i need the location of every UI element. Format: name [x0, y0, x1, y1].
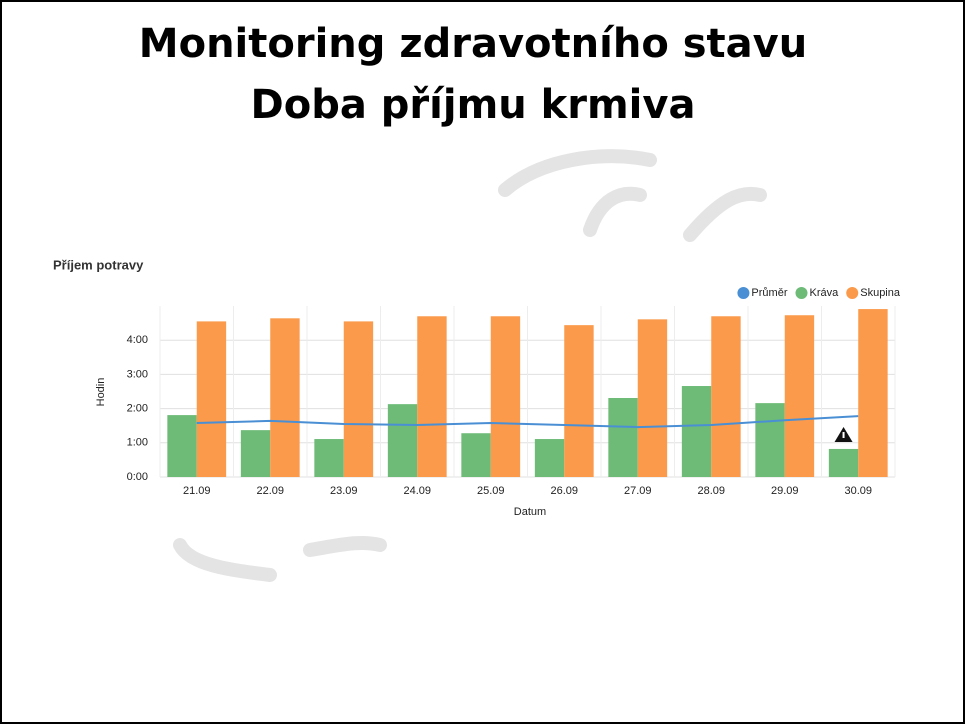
chart: Monitoring zdravotního stavu Doba příjmu…	[0, 0, 965, 724]
y-tick-label: 4:00	[127, 334, 148, 346]
bar	[682, 386, 711, 477]
y-tick-label: 1:00	[127, 437, 148, 449]
x-tick-label: 27.09	[624, 485, 652, 497]
slide-subtitle: Doba příjmu krmiva	[251, 82, 696, 128]
bar	[858, 309, 887, 477]
bar	[314, 439, 343, 477]
y-tick-label: 3:00	[127, 368, 148, 380]
chart-title: Příjem potravy	[53, 257, 144, 272]
bar	[785, 315, 814, 477]
bar	[638, 319, 667, 477]
x-tick-label: 30.09	[844, 485, 872, 497]
x-tick-label: 24.09	[403, 485, 431, 497]
x-axis-label: Datum	[514, 506, 546, 518]
bar	[608, 398, 637, 477]
legend-marker	[846, 287, 858, 299]
bar	[829, 449, 858, 477]
bar	[270, 318, 299, 477]
bar	[417, 316, 446, 477]
watermark	[180, 156, 760, 575]
legend-marker	[737, 287, 749, 299]
x-tick-label: 25.09	[477, 485, 505, 497]
slide-title: Monitoring zdravotního stavu	[139, 21, 807, 67]
x-tick-label: 29.09	[771, 485, 799, 497]
warning-icon-mark	[843, 432, 845, 438]
x-tick-label: 26.09	[550, 485, 578, 497]
bar	[461, 433, 490, 477]
y-axis-label: Hodin	[95, 378, 107, 407]
legend-marker	[795, 287, 807, 299]
bar	[535, 439, 564, 477]
bar	[388, 404, 417, 477]
slide: Monitoring zdravotního stavu Doba příjmu…	[0, 0, 965, 724]
y-tick-label: 0:00	[127, 471, 148, 483]
bar	[755, 403, 784, 477]
bar	[344, 321, 373, 477]
x-tick-label: 21.09	[183, 485, 211, 497]
bar	[491, 316, 520, 477]
bar	[564, 325, 593, 477]
x-tick-label: 22.09	[256, 485, 284, 497]
legend-label: Skupina	[860, 287, 901, 299]
bar	[197, 321, 226, 477]
x-tick-label: 23.09	[330, 485, 358, 497]
legend-label: Kráva	[809, 287, 839, 299]
bar	[241, 430, 270, 477]
bar	[167, 415, 196, 477]
legend-label: Průměr	[751, 287, 787, 299]
x-tick-label: 28.09	[697, 485, 725, 497]
bar	[711, 316, 740, 477]
y-tick-label: 2:00	[127, 403, 148, 415]
